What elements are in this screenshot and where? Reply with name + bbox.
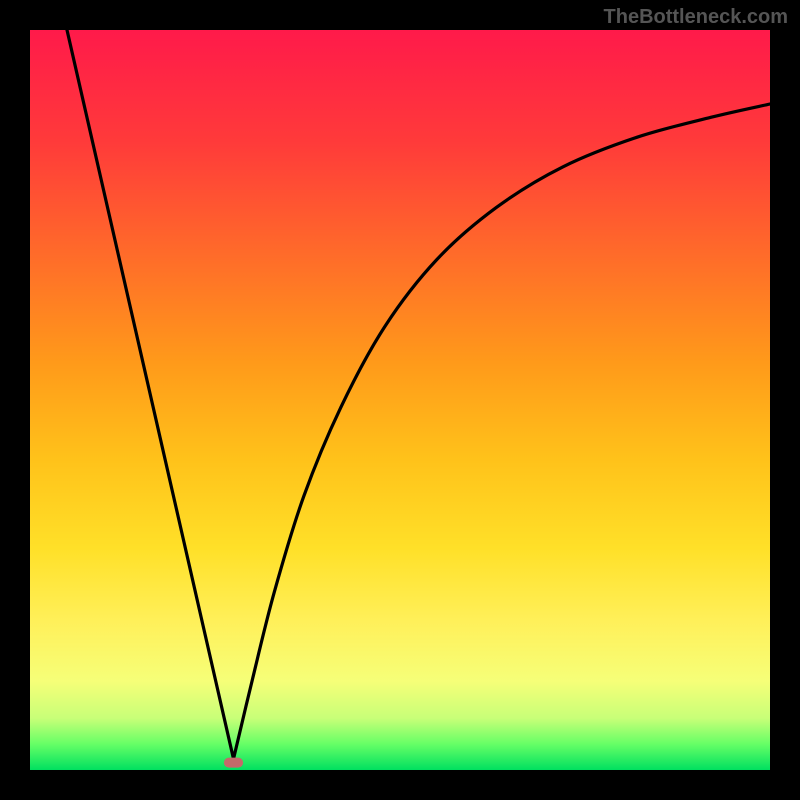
plot-svg xyxy=(30,30,770,770)
watermark-text: TheBottleneck.com xyxy=(604,6,788,29)
plot-area xyxy=(30,30,770,770)
min-marker xyxy=(224,758,243,768)
gradient-background xyxy=(30,30,770,770)
chart-frame: TheBottleneck.com xyxy=(0,0,800,800)
